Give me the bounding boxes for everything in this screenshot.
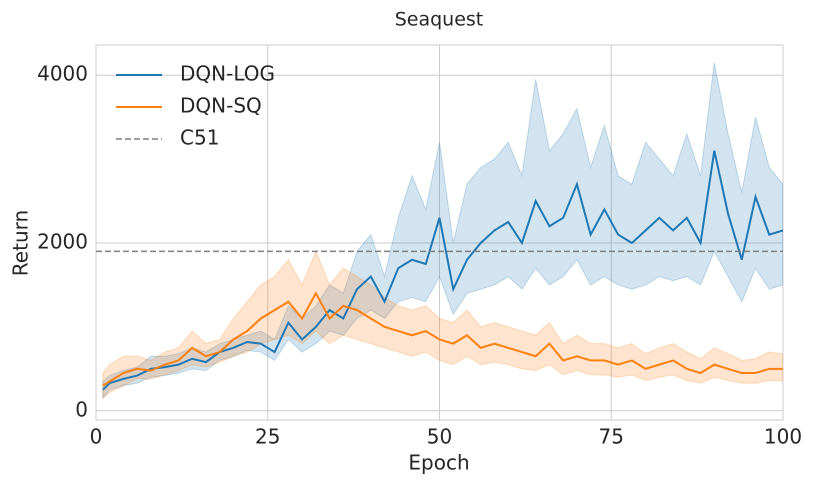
plot-frame <box>95 44 784 421</box>
y-tick-label: 0 <box>75 397 88 421</box>
x-tick-label: 50 <box>427 425 452 449</box>
x-tick-label: 75 <box>599 425 624 449</box>
x-tick-label: 0 <box>90 425 103 449</box>
legend-label: DQN-SQ <box>180 94 262 118</box>
legend-label: C51 <box>180 126 219 150</box>
y-axis-label: Return <box>9 210 33 276</box>
plot-area <box>102 62 783 400</box>
chart-title: Seaquest <box>395 9 484 31</box>
series-line <box>102 291 783 387</box>
x-axis-label: Epoch <box>408 451 469 475</box>
confidence-band <box>102 250 783 400</box>
x-tick-label: 25 <box>255 425 280 449</box>
legend-label: DQN-LOG <box>180 62 275 86</box>
x-tick-label: 100 <box>764 425 802 449</box>
y-tick-label: 4000 <box>37 62 88 86</box>
series-line <box>102 150 783 391</box>
y-tick-label: 2000 <box>37 229 88 253</box>
